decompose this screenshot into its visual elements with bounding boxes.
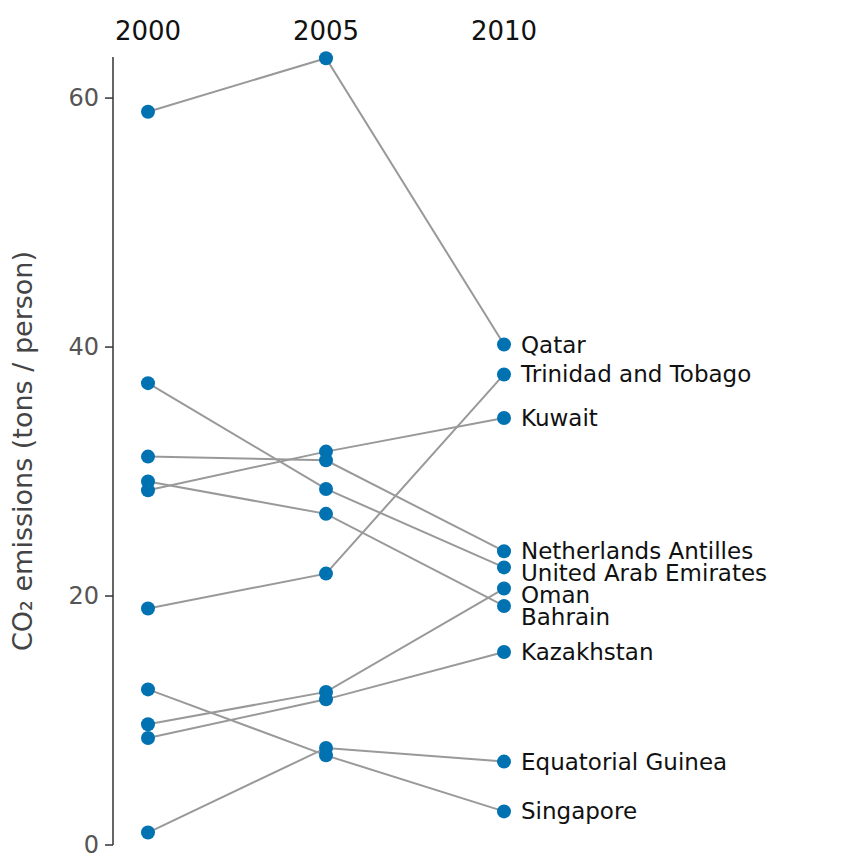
slope-line (148, 481, 504, 605)
plot-area (141, 51, 511, 839)
slope-line (148, 689, 504, 811)
y-tick-label: 0 (84, 831, 99, 859)
y-tick-label: 40 (68, 333, 99, 361)
point (141, 731, 155, 745)
point (141, 682, 155, 696)
point (141, 376, 155, 390)
chart: 0 20 40 60 CO₂ emissions (tons / person) 2000… (0, 0, 864, 864)
point (497, 411, 511, 425)
point (141, 601, 155, 615)
point (319, 507, 333, 521)
y-tick (105, 97, 113, 99)
point (319, 692, 333, 706)
y-tick-label: 60 (68, 84, 99, 112)
point (141, 474, 155, 488)
series-label: Bahrain (521, 604, 610, 630)
series-label: Kuwait (521, 405, 598, 431)
slope-line (148, 374, 504, 608)
x-tick-label: 2000 (115, 16, 181, 46)
series-label: Qatar (521, 332, 586, 358)
point (319, 482, 333, 496)
slope-line (148, 748, 504, 833)
y-tick (105, 595, 113, 597)
series-label: Kazakhstan (521, 639, 654, 665)
point (319, 567, 333, 581)
y-tick-label: 20 (68, 582, 99, 610)
point (319, 748, 333, 762)
point (497, 544, 511, 558)
slope-line (148, 383, 504, 567)
slope-line (148, 652, 504, 738)
slope-line (148, 58, 504, 344)
point (497, 755, 511, 769)
x-tick-label: 2010 (471, 16, 537, 46)
x-tick-label: 2005 (293, 16, 359, 46)
point (141, 717, 155, 731)
point (497, 804, 511, 818)
point (497, 560, 511, 574)
point (141, 826, 155, 840)
point (319, 453, 333, 467)
point (319, 51, 333, 65)
point (497, 645, 511, 659)
point (141, 450, 155, 464)
series-label: Singapore (521, 798, 637, 824)
series-label: Trinidad and Tobago (520, 361, 751, 387)
point (141, 105, 155, 119)
point (497, 582, 511, 596)
y-tick (105, 346, 113, 348)
series-label: Equatorial Guinea (521, 749, 727, 775)
y-axis-line (112, 57, 114, 845)
slope-line (148, 457, 504, 552)
slope-line (148, 589, 504, 725)
slope-line (148, 418, 504, 490)
point (497, 338, 511, 352)
y-axis-label: CO₂ emissions (tons / person) (7, 251, 38, 651)
point (497, 367, 511, 381)
y-tick (105, 844, 113, 846)
point (497, 599, 511, 613)
